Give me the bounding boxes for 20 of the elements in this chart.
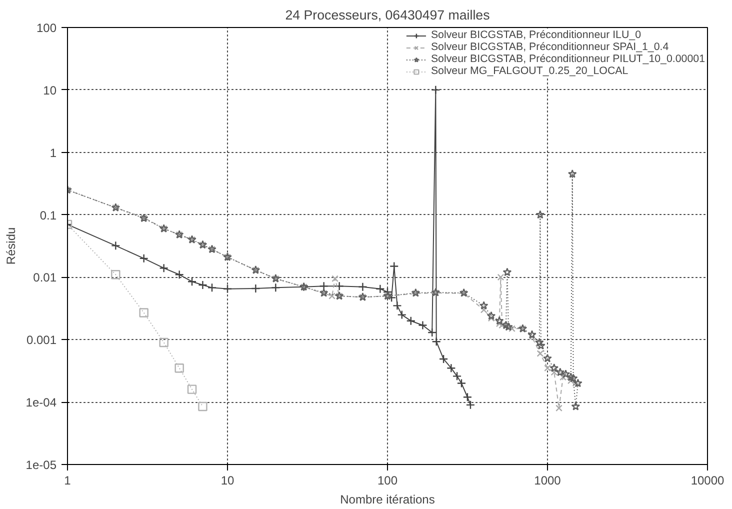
x-tick-label: 100: [377, 474, 398, 488]
x-tick-label: 10000: [690, 474, 725, 488]
y-tick-label: 0.1: [40, 208, 57, 222]
x-axis-title: Nombre itérations: [340, 492, 435, 506]
x-tick-label: 1000: [534, 474, 562, 488]
legend-label: Solveur BICGSTAB, Préconditionneur SPAI_1_0.4: [430, 41, 669, 53]
y-axis-title: Résidu: [4, 227, 18, 265]
legend-label: Solveur BICGSTAB, Préconditionneur PILUT_10_0.00001: [430, 53, 705, 65]
y-tick-label: 10: [43, 83, 57, 98]
chart-title: 24 Processeurs, 06430497 mailles: [285, 8, 490, 22]
y-tick-label: 1: [50, 146, 57, 160]
x-tick-label: 10: [220, 474, 234, 488]
x-tick-label: 1: [64, 474, 72, 488]
legend-label: Solveur BICGSTAB, Préconditionneur ILU_0: [430, 29, 642, 41]
legend-label: Solveur MG_FALGOUT_0.25_20_LOCAL: [430, 65, 628, 77]
y-tick-label: 1e-05: [26, 458, 57, 472]
y-tick-label: 100: [36, 21, 57, 35]
y-tick-label: 0.001: [26, 333, 57, 348]
y-tick-label: 1e-04: [26, 396, 57, 410]
y-tick-label: 0.01: [33, 270, 57, 285]
